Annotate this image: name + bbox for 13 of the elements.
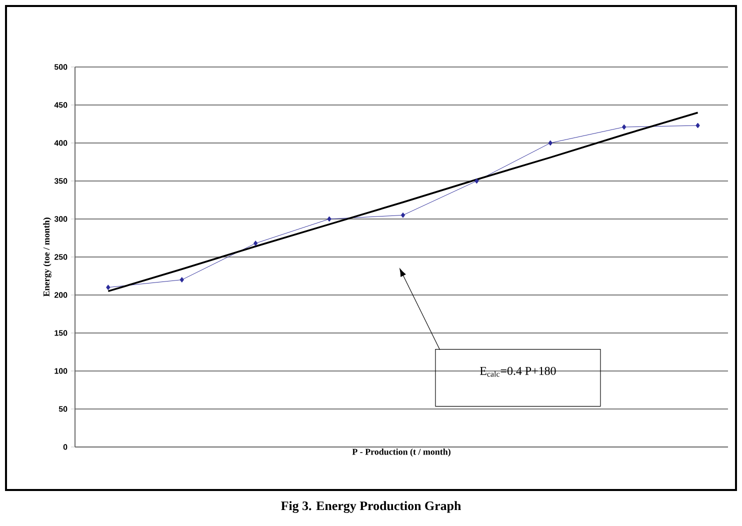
point bbox=[400, 212, 406, 218]
point bbox=[474, 178, 479, 184]
point bbox=[696, 122, 700, 128]
point bbox=[106, 284, 110, 290]
x-axis-title: P - Production (t / month) bbox=[352, 448, 450, 457]
text: Fig 3. Energy Production Graph bbox=[281, 501, 462, 513]
annotation: E$_{calc}$=0.4 P+180 bbox=[480, 366, 556, 377]
y-axis-title: Energy (toe / month) bbox=[43, 218, 52, 297]
point bbox=[622, 124, 626, 130]
point bbox=[253, 240, 258, 246]
point bbox=[548, 140, 553, 146]
point bbox=[180, 277, 184, 283]
point bbox=[327, 216, 332, 222]
